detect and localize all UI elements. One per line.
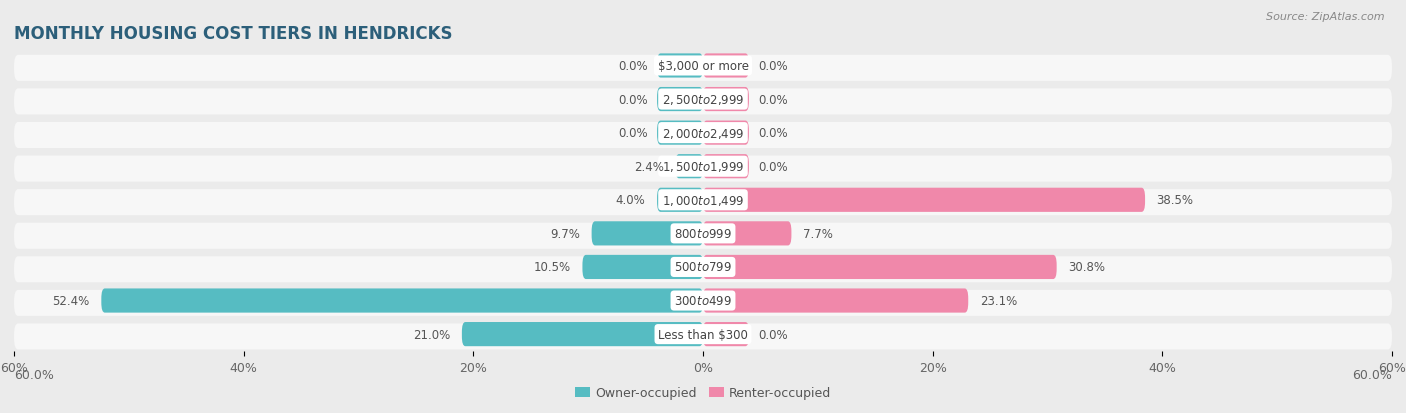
Text: $3,000 or more: $3,000 or more bbox=[658, 60, 748, 73]
FancyBboxPatch shape bbox=[657, 121, 703, 145]
FancyBboxPatch shape bbox=[703, 155, 749, 179]
Text: Source: ZipAtlas.com: Source: ZipAtlas.com bbox=[1267, 12, 1385, 22]
FancyBboxPatch shape bbox=[703, 255, 1057, 279]
Text: 0.0%: 0.0% bbox=[758, 60, 787, 73]
FancyBboxPatch shape bbox=[101, 289, 703, 313]
Text: 4.0%: 4.0% bbox=[616, 194, 645, 207]
Text: 23.1%: 23.1% bbox=[980, 294, 1017, 307]
Text: 52.4%: 52.4% bbox=[52, 294, 90, 307]
Legend: Owner-occupied, Renter-occupied: Owner-occupied, Renter-occupied bbox=[569, 381, 837, 404]
FancyBboxPatch shape bbox=[14, 290, 1392, 316]
Text: 0.0%: 0.0% bbox=[619, 93, 648, 106]
FancyBboxPatch shape bbox=[14, 123, 1392, 149]
FancyBboxPatch shape bbox=[14, 89, 1392, 115]
FancyBboxPatch shape bbox=[675, 155, 703, 179]
Text: $1,500 to $1,999: $1,500 to $1,999 bbox=[662, 160, 744, 174]
FancyBboxPatch shape bbox=[14, 223, 1392, 249]
Text: 0.0%: 0.0% bbox=[758, 160, 787, 173]
FancyBboxPatch shape bbox=[592, 222, 703, 246]
Text: 10.5%: 10.5% bbox=[534, 261, 571, 274]
Text: 0.0%: 0.0% bbox=[619, 60, 648, 73]
FancyBboxPatch shape bbox=[14, 156, 1392, 182]
Text: $2,000 to $2,499: $2,000 to $2,499 bbox=[662, 126, 744, 140]
Text: $800 to $999: $800 to $999 bbox=[673, 227, 733, 240]
FancyBboxPatch shape bbox=[582, 255, 703, 279]
Text: 0.0%: 0.0% bbox=[619, 127, 648, 140]
Text: MONTHLY HOUSING COST TIERS IN HENDRICKS: MONTHLY HOUSING COST TIERS IN HENDRICKS bbox=[14, 24, 453, 43]
Text: $2,500 to $2,999: $2,500 to $2,999 bbox=[662, 93, 744, 107]
FancyBboxPatch shape bbox=[703, 222, 792, 246]
Text: 0.0%: 0.0% bbox=[758, 328, 787, 341]
FancyBboxPatch shape bbox=[703, 188, 1144, 212]
Text: 2.4%: 2.4% bbox=[634, 160, 664, 173]
Text: 60.0%: 60.0% bbox=[14, 368, 53, 381]
FancyBboxPatch shape bbox=[703, 54, 749, 78]
FancyBboxPatch shape bbox=[14, 324, 1392, 350]
FancyBboxPatch shape bbox=[703, 88, 749, 112]
FancyBboxPatch shape bbox=[657, 54, 703, 78]
Text: $300 to $499: $300 to $499 bbox=[673, 294, 733, 307]
FancyBboxPatch shape bbox=[14, 256, 1392, 282]
FancyBboxPatch shape bbox=[461, 322, 703, 347]
FancyBboxPatch shape bbox=[703, 289, 969, 313]
Text: 7.7%: 7.7% bbox=[803, 227, 832, 240]
Text: $500 to $799: $500 to $799 bbox=[673, 261, 733, 274]
FancyBboxPatch shape bbox=[657, 88, 703, 112]
Text: 0.0%: 0.0% bbox=[758, 127, 787, 140]
FancyBboxPatch shape bbox=[657, 188, 703, 212]
Text: Less than $300: Less than $300 bbox=[658, 328, 748, 341]
Text: 21.0%: 21.0% bbox=[413, 328, 450, 341]
Text: 60.0%: 60.0% bbox=[1353, 368, 1392, 381]
Text: 38.5%: 38.5% bbox=[1157, 194, 1194, 207]
Text: $1,000 to $1,499: $1,000 to $1,499 bbox=[662, 193, 744, 207]
Text: 0.0%: 0.0% bbox=[758, 93, 787, 106]
FancyBboxPatch shape bbox=[14, 190, 1392, 216]
FancyBboxPatch shape bbox=[703, 121, 749, 145]
Text: 30.8%: 30.8% bbox=[1069, 261, 1105, 274]
FancyBboxPatch shape bbox=[14, 56, 1392, 82]
FancyBboxPatch shape bbox=[703, 322, 749, 347]
Text: 9.7%: 9.7% bbox=[550, 227, 581, 240]
